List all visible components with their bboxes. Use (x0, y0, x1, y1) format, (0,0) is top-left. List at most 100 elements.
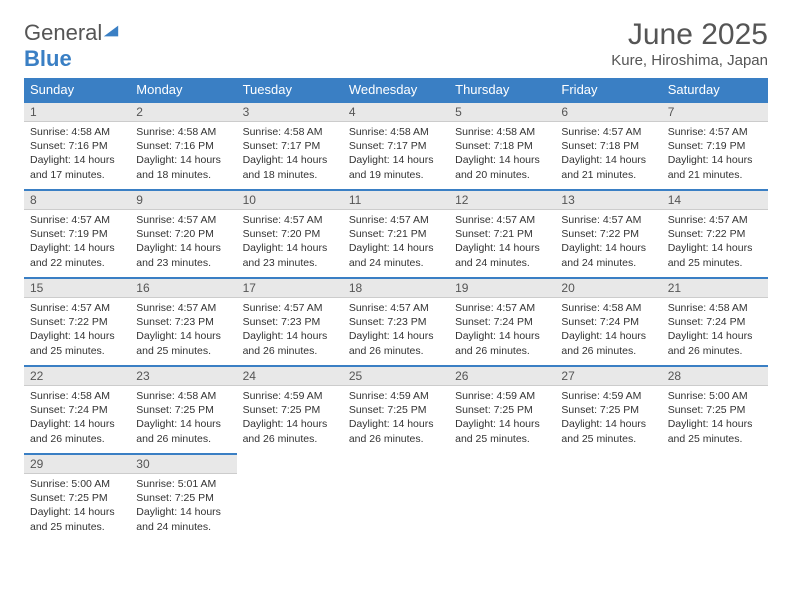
day-details: Sunrise: 4:58 AMSunset: 7:24 PMDaylight:… (555, 298, 661, 361)
day-details: Sunrise: 4:57 AMSunset: 7:22 PMDaylight:… (24, 298, 130, 361)
header-row: General Blue June 2025 Kure, Hiroshima, … (24, 20, 768, 72)
day-number: 30 (130, 453, 236, 474)
calendar-day-cell: 21Sunrise: 4:58 AMSunset: 7:24 PMDayligh… (662, 277, 768, 365)
day-number: 5 (449, 101, 555, 122)
calendar-week-row: 15Sunrise: 4:57 AMSunset: 7:22 PMDayligh… (24, 277, 768, 365)
day-details: Sunrise: 4:59 AMSunset: 7:25 PMDaylight:… (237, 386, 343, 449)
calendar-day-cell: 18Sunrise: 4:57 AMSunset: 7:23 PMDayligh… (343, 277, 449, 365)
day-number: 8 (24, 189, 130, 210)
day-details: Sunrise: 4:57 AMSunset: 7:21 PMDaylight:… (343, 210, 449, 273)
day-number: 12 (449, 189, 555, 210)
calendar-week-row: 8Sunrise: 4:57 AMSunset: 7:19 PMDaylight… (24, 189, 768, 277)
weekday-header: Friday (555, 78, 661, 101)
brand-part1: General (24, 20, 102, 45)
day-details: Sunrise: 4:57 AMSunset: 7:22 PMDaylight:… (555, 210, 661, 273)
brand-text: General Blue (24, 20, 120, 72)
day-number: 9 (130, 189, 236, 210)
weekday-header: Saturday (662, 78, 768, 101)
calendar-day-cell: 27Sunrise: 4:59 AMSunset: 7:25 PMDayligh… (555, 365, 661, 453)
day-number: 16 (130, 277, 236, 298)
calendar-day-cell: 2Sunrise: 4:58 AMSunset: 7:16 PMDaylight… (130, 101, 236, 189)
day-details: Sunrise: 4:57 AMSunset: 7:20 PMDaylight:… (237, 210, 343, 273)
calendar-day-cell: 11Sunrise: 4:57 AMSunset: 7:21 PMDayligh… (343, 189, 449, 277)
day-details: Sunrise: 4:57 AMSunset: 7:23 PMDaylight:… (343, 298, 449, 361)
day-number: 2 (130, 101, 236, 122)
day-number: 11 (343, 189, 449, 210)
day-details: Sunrise: 4:57 AMSunset: 7:19 PMDaylight:… (24, 210, 130, 273)
day-number: 28 (662, 365, 768, 386)
calendar-day-cell (662, 453, 768, 541)
weekday-header: Thursday (449, 78, 555, 101)
calendar-day-cell: 5Sunrise: 4:58 AMSunset: 7:18 PMDaylight… (449, 101, 555, 189)
day-number: 22 (24, 365, 130, 386)
calendar-day-cell: 30Sunrise: 5:01 AMSunset: 7:25 PMDayligh… (130, 453, 236, 541)
calendar-day-cell: 28Sunrise: 5:00 AMSunset: 7:25 PMDayligh… (662, 365, 768, 453)
calendar-day-cell: 16Sunrise: 4:57 AMSunset: 7:23 PMDayligh… (130, 277, 236, 365)
day-details: Sunrise: 4:58 AMSunset: 7:17 PMDaylight:… (343, 122, 449, 185)
calendar-day-cell: 4Sunrise: 4:58 AMSunset: 7:17 PMDaylight… (343, 101, 449, 189)
day-number: 1 (24, 101, 130, 122)
calendar-day-cell: 22Sunrise: 4:58 AMSunset: 7:24 PMDayligh… (24, 365, 130, 453)
day-details: Sunrise: 4:57 AMSunset: 7:24 PMDaylight:… (449, 298, 555, 361)
day-details: Sunrise: 4:57 AMSunset: 7:22 PMDaylight:… (662, 210, 768, 273)
weekday-header: Monday (130, 78, 236, 101)
day-details: Sunrise: 4:57 AMSunset: 7:18 PMDaylight:… (555, 122, 661, 185)
day-number: 21 (662, 277, 768, 298)
day-number: 24 (237, 365, 343, 386)
calendar-day-cell: 13Sunrise: 4:57 AMSunset: 7:22 PMDayligh… (555, 189, 661, 277)
title-block: June 2025 Kure, Hiroshima, Japan (611, 20, 768, 69)
logo-triangle-icon (102, 22, 120, 40)
calendar-day-cell: 29Sunrise: 5:00 AMSunset: 7:25 PMDayligh… (24, 453, 130, 541)
month-title: June 2025 (611, 20, 768, 50)
calendar-week-row: 29Sunrise: 5:00 AMSunset: 7:25 PMDayligh… (24, 453, 768, 541)
calendar-day-cell: 20Sunrise: 4:58 AMSunset: 7:24 PMDayligh… (555, 277, 661, 365)
day-details: Sunrise: 4:57 AMSunset: 7:21 PMDaylight:… (449, 210, 555, 273)
calendar-week-row: 1Sunrise: 4:58 AMSunset: 7:16 PMDaylight… (24, 101, 768, 189)
day-number: 20 (555, 277, 661, 298)
calendar-head: SundayMondayTuesdayWednesdayThursdayFrid… (24, 78, 768, 101)
calendar-day-cell: 14Sunrise: 4:57 AMSunset: 7:22 PMDayligh… (662, 189, 768, 277)
day-number: 19 (449, 277, 555, 298)
calendar-day-cell: 1Sunrise: 4:58 AMSunset: 7:16 PMDaylight… (24, 101, 130, 189)
day-number: 17 (237, 277, 343, 298)
calendar-day-cell: 24Sunrise: 4:59 AMSunset: 7:25 PMDayligh… (237, 365, 343, 453)
calendar-day-cell: 15Sunrise: 4:57 AMSunset: 7:22 PMDayligh… (24, 277, 130, 365)
calendar-day-cell: 25Sunrise: 4:59 AMSunset: 7:25 PMDayligh… (343, 365, 449, 453)
day-details: Sunrise: 5:00 AMSunset: 7:25 PMDaylight:… (24, 474, 130, 537)
calendar-day-cell: 23Sunrise: 4:58 AMSunset: 7:25 PMDayligh… (130, 365, 236, 453)
calendar-day-cell: 26Sunrise: 4:59 AMSunset: 7:25 PMDayligh… (449, 365, 555, 453)
day-details: Sunrise: 4:59 AMSunset: 7:25 PMDaylight:… (343, 386, 449, 449)
day-details: Sunrise: 4:58 AMSunset: 7:24 PMDaylight:… (662, 298, 768, 361)
day-details: Sunrise: 4:57 AMSunset: 7:23 PMDaylight:… (237, 298, 343, 361)
calendar-week-row: 22Sunrise: 4:58 AMSunset: 7:24 PMDayligh… (24, 365, 768, 453)
day-details: Sunrise: 4:57 AMSunset: 7:23 PMDaylight:… (130, 298, 236, 361)
calendar-day-cell: 19Sunrise: 4:57 AMSunset: 7:24 PMDayligh… (449, 277, 555, 365)
calendar-day-cell (555, 453, 661, 541)
calendar-day-cell: 17Sunrise: 4:57 AMSunset: 7:23 PMDayligh… (237, 277, 343, 365)
day-number: 4 (343, 101, 449, 122)
day-details: Sunrise: 4:59 AMSunset: 7:25 PMDaylight:… (555, 386, 661, 449)
day-details: Sunrise: 4:58 AMSunset: 7:25 PMDaylight:… (130, 386, 236, 449)
day-number: 15 (24, 277, 130, 298)
day-number: 14 (662, 189, 768, 210)
calendar-day-cell (343, 453, 449, 541)
day-details: Sunrise: 4:58 AMSunset: 7:18 PMDaylight:… (449, 122, 555, 185)
day-details: Sunrise: 5:00 AMSunset: 7:25 PMDaylight:… (662, 386, 768, 449)
location-text: Kure, Hiroshima, Japan (611, 52, 768, 69)
day-details: Sunrise: 4:58 AMSunset: 7:16 PMDaylight:… (130, 122, 236, 185)
day-number: 18 (343, 277, 449, 298)
day-details: Sunrise: 4:58 AMSunset: 7:24 PMDaylight:… (24, 386, 130, 449)
day-number: 23 (130, 365, 236, 386)
calendar-day-cell: 6Sunrise: 4:57 AMSunset: 7:18 PMDaylight… (555, 101, 661, 189)
day-details: Sunrise: 4:57 AMSunset: 7:19 PMDaylight:… (662, 122, 768, 185)
calendar-day-cell: 9Sunrise: 4:57 AMSunset: 7:20 PMDaylight… (130, 189, 236, 277)
day-number: 29 (24, 453, 130, 474)
day-number: 25 (343, 365, 449, 386)
day-details: Sunrise: 4:58 AMSunset: 7:17 PMDaylight:… (237, 122, 343, 185)
day-number: 3 (237, 101, 343, 122)
day-details: Sunrise: 4:59 AMSunset: 7:25 PMDaylight:… (449, 386, 555, 449)
calendar-day-cell: 7Sunrise: 4:57 AMSunset: 7:19 PMDaylight… (662, 101, 768, 189)
calendar-day-cell: 8Sunrise: 4:57 AMSunset: 7:19 PMDaylight… (24, 189, 130, 277)
day-number: 10 (237, 189, 343, 210)
brand-part2: Blue (24, 46, 72, 71)
